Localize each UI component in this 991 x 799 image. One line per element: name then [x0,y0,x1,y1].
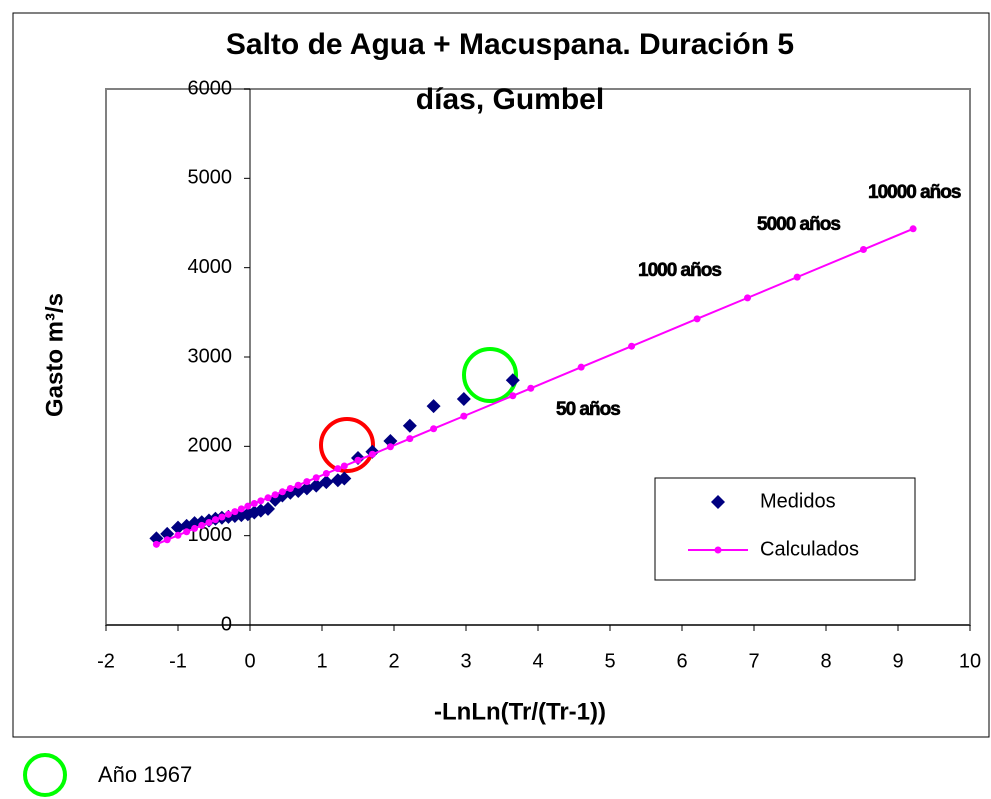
point [264,494,272,502]
annotation: 1000 años [638,260,721,281]
point [257,497,265,505]
point [368,450,376,458]
point [261,501,275,516]
point [227,509,242,524]
point [224,510,232,518]
chart-title: días, Gumbel [416,83,604,116]
point [286,484,294,492]
point [909,225,917,233]
point [859,246,867,254]
point [240,507,255,522]
point [312,474,320,482]
y-tick-label: 2000 [188,435,233,457]
annotation: 50 años [556,399,620,420]
point [340,462,348,470]
point [174,531,182,539]
x-tick-label: 1 [316,650,327,672]
point [278,488,286,496]
x-tick-label: 5 [604,650,615,672]
legend-marker [714,546,722,554]
x-tick-label: 8 [820,650,831,672]
point [250,500,258,508]
chart-title: Salto de Agua + Macuspana. Duración 5 [226,28,794,61]
point [337,471,352,486]
point [334,465,342,473]
point [303,478,311,486]
y-axis-label: Gasto m³/s [41,293,68,417]
y-tick-label: 3000 [188,345,233,367]
x-tick-label: 6 [676,650,687,672]
point [402,418,417,433]
x-tick-label: 3 [460,650,471,672]
y-tick-label: 1000 [188,524,233,546]
point [406,435,414,443]
x-axis-label: -LnLn(Tr/(Tr-1)) [434,698,606,725]
legend-marker [711,495,725,509]
point [430,425,438,433]
point [744,294,752,302]
point [527,384,535,392]
series-line [156,227,914,546]
point [460,412,468,420]
point [319,475,334,490]
legend-label: Medidos [760,490,836,512]
footnote: Año 1967 [98,762,192,787]
point [426,399,441,414]
point [509,392,517,400]
y-tick-label: 6000 [188,77,233,99]
point [237,505,245,513]
point [231,508,239,516]
point [211,516,219,524]
annotation: 10000 años [868,182,961,203]
x-tick-label: 9 [892,650,903,672]
point [456,391,471,406]
point [294,481,302,489]
highlight-circle [319,417,375,473]
point [322,469,330,477]
point [505,373,520,388]
point [191,524,199,532]
point [271,491,279,499]
point [577,363,585,371]
point [183,528,191,536]
point [244,502,252,510]
chart-frame [12,12,990,738]
y-tick-label: 4000 [188,256,233,278]
x-tick-label: -1 [169,650,187,672]
point [354,456,362,464]
highlight-circle [462,347,518,403]
y-tick-label: 0 [221,613,232,635]
point [218,513,226,521]
footnote-circle [23,753,67,797]
point [628,342,636,350]
annotation: 5000 años [757,214,840,235]
legend-label: Calculados [760,538,859,560]
x-tick-label: 4 [532,650,543,672]
point [205,518,213,526]
x-tick-label: 7 [748,650,759,672]
point [163,536,171,544]
y-tick-label: 5000 [188,167,233,189]
legend-box [654,477,916,581]
point [693,315,701,323]
x-tick-label: 0 [244,650,255,672]
point [198,521,206,529]
x-tick-label: 10 [959,650,981,672]
point [386,443,394,451]
point [793,273,801,281]
x-tick-label: -2 [97,650,115,672]
point [152,540,160,548]
x-tick-label: 2 [388,650,399,672]
